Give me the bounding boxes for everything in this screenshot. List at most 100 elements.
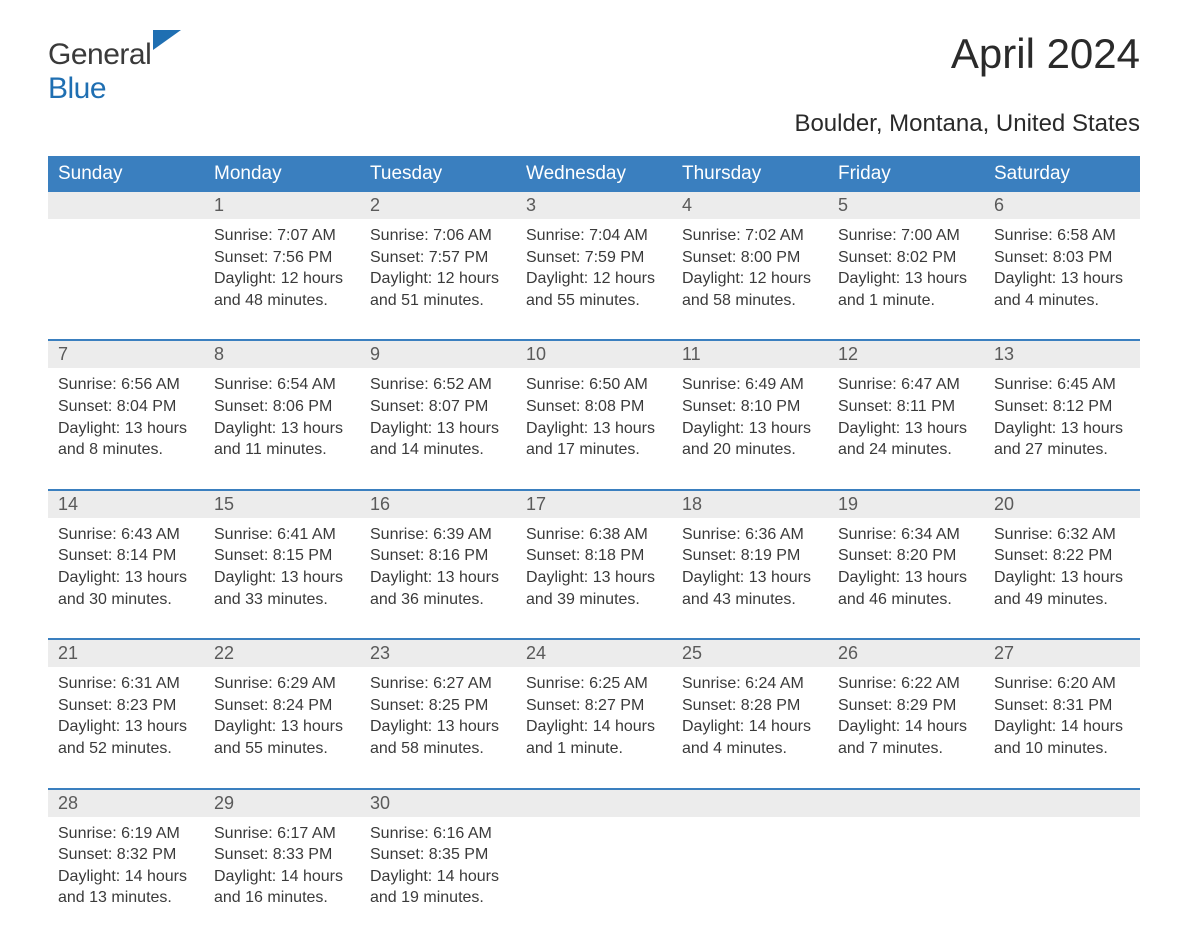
calendar-cell: Sunrise: 6:38 AMSunset: 8:18 PMDaylight:… — [516, 518, 672, 638]
date-number: 2 — [360, 192, 516, 219]
logo-flag-icon — [153, 30, 181, 50]
date-number: 18 — [672, 491, 828, 518]
date-number: 16 — [360, 491, 516, 518]
sunrise-line: Sunrise: 7:06 AM — [370, 225, 506, 247]
date-number: 19 — [828, 491, 984, 518]
daylight-line: Daylight: 13 hours and 30 minutes. — [58, 567, 194, 610]
calendar-cell: Sunrise: 7:02 AMSunset: 8:00 PMDaylight:… — [672, 219, 828, 339]
daylight-line: Daylight: 13 hours and 36 minutes. — [370, 567, 506, 610]
calendar-cell: Sunrise: 6:20 AMSunset: 8:31 PMDaylight:… — [984, 667, 1140, 787]
sunrise-line: Sunrise: 6:54 AM — [214, 374, 350, 396]
sunrise-line: Sunrise: 6:22 AM — [838, 673, 974, 695]
sunset-line: Sunset: 8:14 PM — [58, 545, 194, 567]
daylight-line: Daylight: 12 hours and 58 minutes. — [682, 268, 818, 311]
calendar-cell — [48, 219, 204, 339]
sunset-line: Sunset: 7:57 PM — [370, 247, 506, 269]
date-number: 12 — [828, 341, 984, 368]
date-number: 27 — [984, 640, 1140, 667]
sunrise-line: Sunrise: 6:38 AM — [526, 524, 662, 546]
sunrise-line: Sunrise: 7:07 AM — [214, 225, 350, 247]
daylight-line: Daylight: 13 hours and 55 minutes. — [214, 716, 350, 759]
date-number: 14 — [48, 491, 204, 518]
daylight-line: Daylight: 13 hours and 4 minutes. — [994, 268, 1130, 311]
date-number: 13 — [984, 341, 1140, 368]
sunrise-line: Sunrise: 6:36 AM — [682, 524, 818, 546]
sunset-line: Sunset: 8:31 PM — [994, 695, 1130, 717]
sunset-line: Sunset: 8:02 PM — [838, 247, 974, 269]
sunset-line: Sunset: 8:32 PM — [58, 844, 194, 866]
daylight-line: Daylight: 13 hours and 58 minutes. — [370, 716, 506, 759]
date-number: 9 — [360, 341, 516, 368]
sunrise-line: Sunrise: 6:31 AM — [58, 673, 194, 695]
sunset-line: Sunset: 8:08 PM — [526, 396, 662, 418]
daylight-line: Daylight: 13 hours and 11 minutes. — [214, 418, 350, 461]
calendar-week: 123456Sunrise: 7:07 AMSunset: 7:56 PMDay… — [48, 192, 1140, 339]
day-header: Thursday — [672, 156, 828, 192]
calendar-cell: Sunrise: 6:29 AMSunset: 8:24 PMDaylight:… — [204, 667, 360, 787]
daylight-line: Daylight: 13 hours and 17 minutes. — [526, 418, 662, 461]
calendar-cell: Sunrise: 6:36 AMSunset: 8:19 PMDaylight:… — [672, 518, 828, 638]
date-number: 11 — [672, 341, 828, 368]
sunrise-line: Sunrise: 6:32 AM — [994, 524, 1130, 546]
date-number: 8 — [204, 341, 360, 368]
daylight-line: Daylight: 12 hours and 55 minutes. — [526, 268, 662, 311]
sunset-line: Sunset: 8:12 PM — [994, 396, 1130, 418]
calendar-cell: Sunrise: 6:56 AMSunset: 8:04 PMDaylight:… — [48, 368, 204, 488]
sunrise-line: Sunrise: 6:45 AM — [994, 374, 1130, 396]
daylight-line: Daylight: 13 hours and 46 minutes. — [838, 567, 974, 610]
sunrise-line: Sunrise: 6:25 AM — [526, 673, 662, 695]
sunrise-line: Sunrise: 7:00 AM — [838, 225, 974, 247]
calendar-cell — [984, 817, 1140, 937]
calendar-cell: Sunrise: 6:16 AMSunset: 8:35 PMDaylight:… — [360, 817, 516, 937]
sunrise-line: Sunrise: 6:41 AM — [214, 524, 350, 546]
daylight-line: Daylight: 14 hours and 10 minutes. — [994, 716, 1130, 759]
sunset-line: Sunset: 8:35 PM — [370, 844, 506, 866]
daylight-line: Daylight: 13 hours and 39 minutes. — [526, 567, 662, 610]
sunset-line: Sunset: 8:28 PM — [682, 695, 818, 717]
daylight-line: Daylight: 12 hours and 51 minutes. — [370, 268, 506, 311]
logo-text-2: Blue — [48, 72, 106, 105]
sunset-line: Sunset: 8:00 PM — [682, 247, 818, 269]
sunrise-line: Sunrise: 6:27 AM — [370, 673, 506, 695]
header: General Blue April 2024 — [48, 30, 1140, 106]
calendar-cell: Sunrise: 6:19 AMSunset: 8:32 PMDaylight:… — [48, 817, 204, 937]
daylight-line: Daylight: 14 hours and 7 minutes. — [838, 716, 974, 759]
daylight-line: Daylight: 13 hours and 49 minutes. — [994, 567, 1130, 610]
sunrise-line: Sunrise: 6:34 AM — [838, 524, 974, 546]
sunset-line: Sunset: 7:56 PM — [214, 247, 350, 269]
day-header: Monday — [204, 156, 360, 192]
sunset-line: Sunset: 8:23 PM — [58, 695, 194, 717]
location-subtitle: Boulder, Montana, United States — [48, 110, 1140, 138]
daylight-line: Daylight: 14 hours and 1 minute. — [526, 716, 662, 759]
daylight-line: Daylight: 13 hours and 24 minutes. — [838, 418, 974, 461]
sunrise-line: Sunrise: 6:17 AM — [214, 823, 350, 845]
sunrise-line: Sunrise: 6:50 AM — [526, 374, 662, 396]
date-number: 17 — [516, 491, 672, 518]
sunset-line: Sunset: 8:07 PM — [370, 396, 506, 418]
daylight-line: Daylight: 12 hours and 48 minutes. — [214, 268, 350, 311]
date-number: 7 — [48, 341, 204, 368]
sunset-line: Sunset: 8:11 PM — [838, 396, 974, 418]
sunset-line: Sunset: 8:29 PM — [838, 695, 974, 717]
sunset-line: Sunset: 8:16 PM — [370, 545, 506, 567]
date-number: 30 — [360, 790, 516, 817]
calendar-week: 78910111213 Sunrise: 6:56 AMSunset: 8:04 … — [48, 339, 1140, 488]
calendar-week: 21222324252627Sunrise: 6:31 AMSunset: 8:… — [48, 638, 1140, 787]
day-header: Wednesday — [516, 156, 672, 192]
sunset-line: Sunset: 8:33 PM — [214, 844, 350, 866]
calendar-cell: Sunrise: 6:43 AMSunset: 8:14 PMDaylight:… — [48, 518, 204, 638]
day-header-row: Sunday Monday Tuesday Wednesday Thursday… — [48, 156, 1140, 192]
date-number: 4 — [672, 192, 828, 219]
calendar-cell: Sunrise: 7:04 AMSunset: 7:59 PMDaylight:… — [516, 219, 672, 339]
calendar-cell: Sunrise: 6:50 AMSunset: 8:08 PMDaylight:… — [516, 368, 672, 488]
day-header: Saturday — [984, 156, 1140, 192]
sunset-line: Sunset: 8:22 PM — [994, 545, 1130, 567]
sunrise-line: Sunrise: 6:47 AM — [838, 374, 974, 396]
calendar-cell — [516, 817, 672, 937]
sunset-line: Sunset: 8:18 PM — [526, 545, 662, 567]
sunrise-line: Sunrise: 6:58 AM — [994, 225, 1130, 247]
daylight-line: Daylight: 14 hours and 13 minutes. — [58, 866, 194, 909]
date-number: 26 — [828, 640, 984, 667]
date-number: 28 — [48, 790, 204, 817]
date-number: 10 — [516, 341, 672, 368]
